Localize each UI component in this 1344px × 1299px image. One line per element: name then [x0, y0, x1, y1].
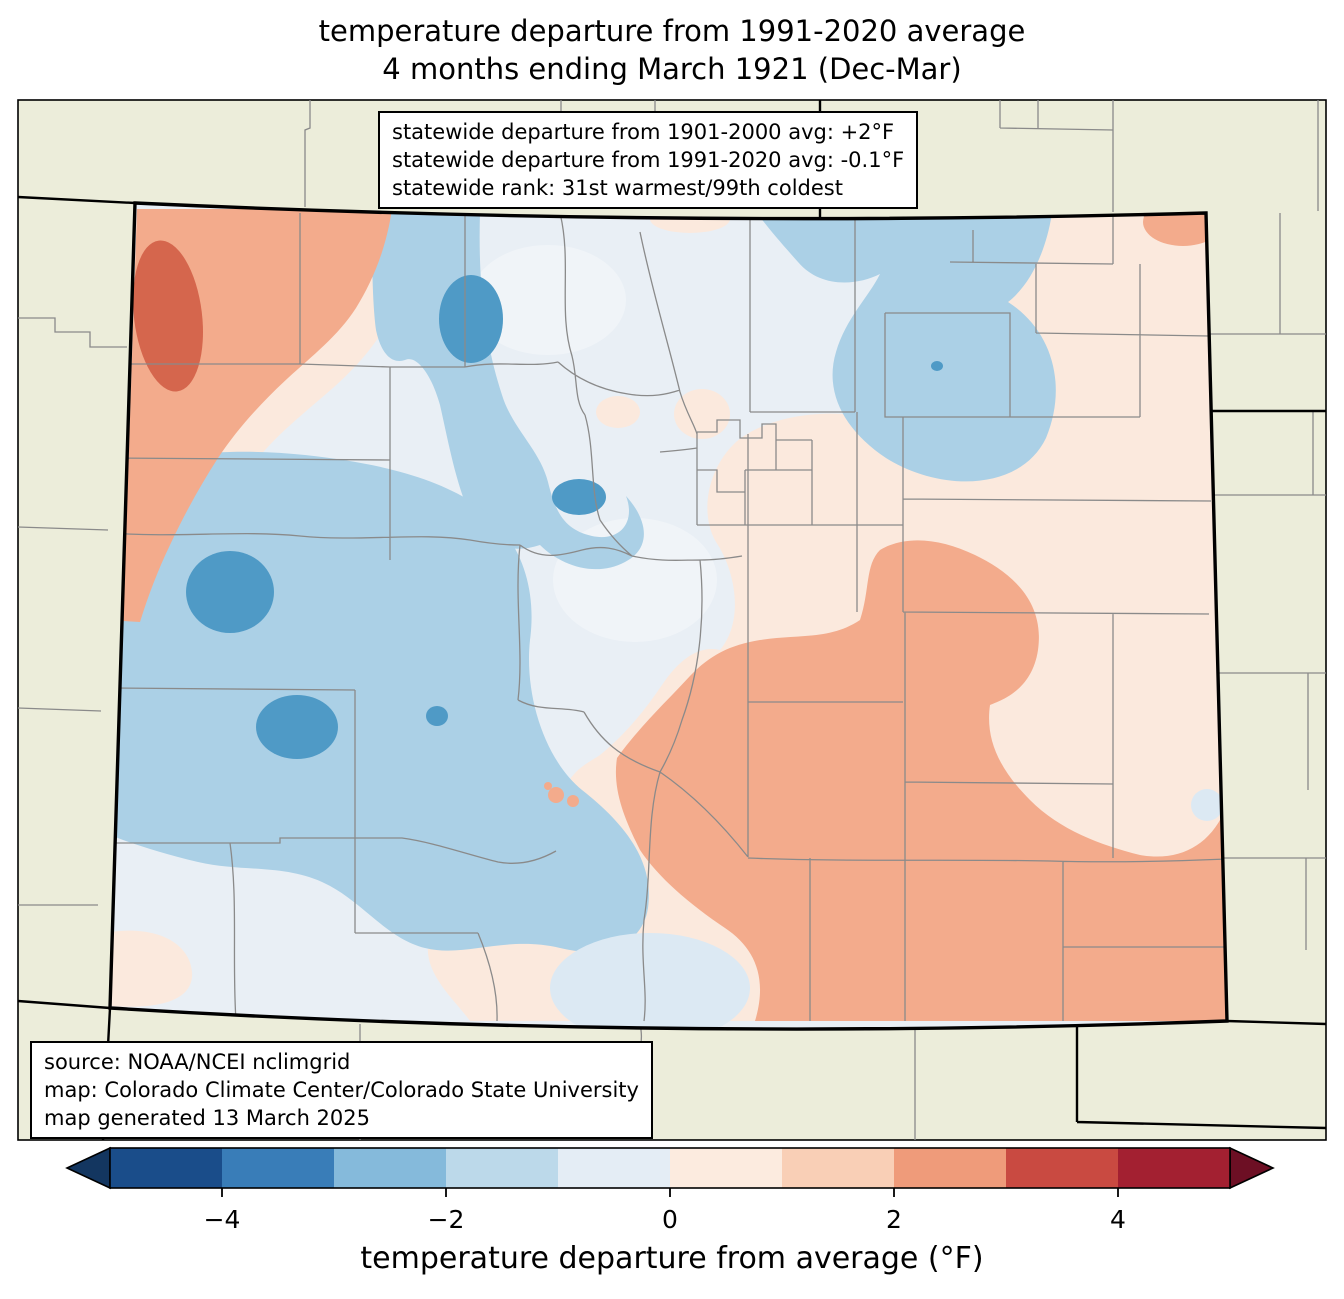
colorbar-tick-label: −4: [204, 1205, 241, 1234]
title-line-2: 4 months ending March 1921 (Dec-Mar): [382, 52, 962, 86]
colorbar-tick-label: 0: [662, 1205, 678, 1234]
state-border: [108, 201, 1229, 1031]
contour-medblue-core: [439, 275, 503, 363]
colorbar-tickmarks: [221, 1188, 1119, 1197]
contour-medblue-core: [426, 706, 448, 726]
colorbar-seg: [222, 1148, 334, 1188]
contour-white-patch: [470, 245, 626, 355]
contour-salmon-dot: [548, 787, 564, 803]
contour-paleblue-southcenter: [550, 933, 750, 1030]
contour-salmon-dot: [567, 795, 579, 807]
contour-palepink-spot: [596, 396, 640, 428]
contour-palepink-southwest: [110, 930, 193, 1007]
colorbar-arrow-left: [65, 1146, 111, 1190]
contour-salmon-southeast: [615, 540, 1227, 1021]
source-credit-box: source: NOAA/NCEI nclimgrid map: Colorad…: [30, 1041, 653, 1139]
colorbar-axis-label: temperature departure from average (°F): [360, 1241, 983, 1276]
statewide-stats-box: statewide departure from 1901-2000 avg: …: [378, 111, 919, 209]
state-contour-fills: [110, 203, 1227, 1030]
contour-lightblue-northcenter: [372, 213, 644, 570]
contour-medblue-core: [552, 479, 606, 515]
credit-map: map: Colorado Climate Center/Colorado St…: [44, 1078, 639, 1102]
colorbar-seg: [894, 1148, 1006, 1188]
county-lines-inside: [110, 212, 1227, 1022]
contour-medblue-core: [931, 361, 943, 371]
credit-generated: map generated 13 March 2025: [44, 1106, 371, 1130]
colorbar-tick-label: −2: [428, 1205, 465, 1234]
colorbar-tick-label: 2: [886, 1205, 902, 1234]
colorbar-seg: [782, 1148, 894, 1188]
contour-salmon-dot: [544, 782, 552, 790]
colorbar-seg: [446, 1148, 558, 1188]
contour-lightblue-northeast: [757, 213, 1056, 482]
colorbar-seg: [110, 1148, 222, 1188]
stats-line-1991-2020: statewide departure from 1991-2020 avg: …: [392, 148, 905, 172]
colorbar: −4 −2 0 2 4 temperature departure from a…: [65, 1146, 1275, 1276]
figure-title: temperature departure from 1991-2020 ave…: [0, 12, 1344, 88]
stats-line-rank: statewide rank: 31st warmest/99th coldes…: [392, 176, 843, 200]
colorbar-seg: [1006, 1148, 1118, 1188]
colorbar-seg: [1118, 1148, 1230, 1188]
contour-medblue-core: [256, 695, 338, 759]
colorbar-seg: [558, 1148, 670, 1188]
stats-line-1901-2000: statewide departure from 1901-2000 avg: …: [392, 120, 895, 144]
contour-paleblue-eastedge: [1191, 789, 1223, 821]
colorbar-seg: [670, 1148, 782, 1188]
colorbar-seg: [334, 1148, 446, 1188]
contour-medblue-core: [186, 551, 274, 633]
credit-source: source: NOAA/NCEI nclimgrid: [44, 1050, 351, 1074]
colorbar-tick-label: 4: [1110, 1205, 1126, 1234]
contour-palepink-spot: [674, 389, 730, 439]
colorbar-arrow-right: [1229, 1146, 1275, 1190]
contour-red-core-northwest: [133, 240, 203, 392]
title-line-1: temperature departure from 1991-2020 ave…: [318, 14, 1026, 48]
